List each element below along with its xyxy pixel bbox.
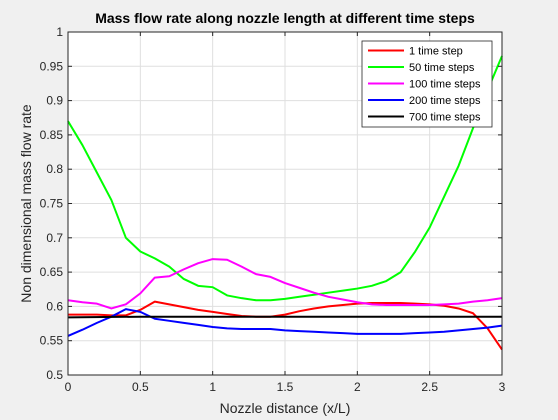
legend-label: 200 time steps [409,95,481,107]
series-line-100-time-steps [67,258,503,310]
y-tick-label: 0.95 [40,59,64,73]
y-tick-label: 0.75 [40,197,64,211]
legend: 1 time step 50 time steps 100 time steps 20… [361,40,493,128]
x-tick-label: 3 [499,380,506,394]
y-tick-label: 0.55 [40,334,64,348]
x-tick-label: 1 [209,380,216,394]
x-tick-label: 0.5 [132,380,149,394]
legend-label: 700 time steps [409,112,481,124]
chart-title: Mass flow rate along nozzle length at di… [95,10,475,26]
y-tick-label: 0.9 [46,94,63,108]
y-axis-label: Non dimensional mass flow rate [18,104,34,303]
y-tick-label: 0.65 [40,265,64,279]
series-line-700-time-steps [67,315,502,319]
legend-label: 50 time steps [409,62,475,74]
x-tick-label: 1.5 [277,380,294,394]
series-line-50-time-steps [67,55,503,302]
series-line-200-time-steps [67,308,503,337]
y-tick-label: 0.6 [46,299,63,313]
ticks: 0 0.5 1 1.5 2 2.5 30.50.550.60.650.70.750.80.8… [40,25,506,394]
y-tick-label: 1 [56,25,63,39]
y-tick-label: 0.5 [46,368,63,382]
y-tick-label: 0.7 [46,231,63,245]
y-tick-label: 0.85 [40,128,64,142]
x-tick-label: 0 [65,380,72,394]
x-axis-label: Nozzle distance (x/L) [220,400,351,416]
legend-label: 100 time steps [409,79,481,91]
series-layer [67,55,503,351]
y-tick-label: 0.8 [46,162,63,176]
x-tick-label: 2 [354,380,361,394]
x-tick-label: 2.5 [421,380,438,394]
legend-label: 1 time step [409,46,463,58]
